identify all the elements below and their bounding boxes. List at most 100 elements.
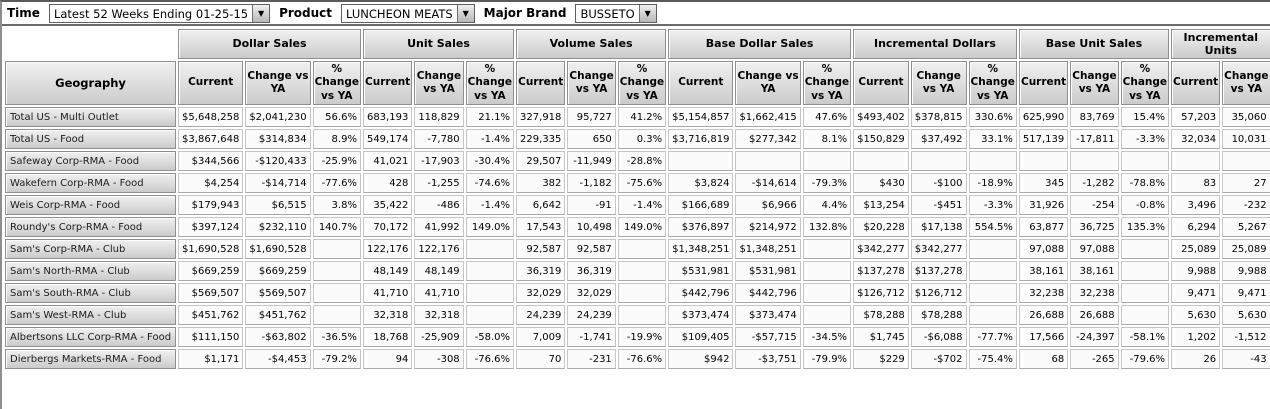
geography-cell[interactable]: Total US - Multi Outlet (5, 107, 177, 127)
data-cell: -79.3% (802, 173, 852, 193)
time-dropdown[interactable]: Latest 52 Weeks Ending 01-25-15 ▼ (48, 3, 271, 23)
data-cell: $37,492 (910, 129, 967, 149)
data-cell: 8.9% (312, 129, 361, 149)
data-cell: $451,762 (245, 305, 311, 325)
data-cell: 35,422 (362, 195, 413, 215)
data-cell: 382 (516, 173, 566, 193)
data-cell: $378,815 (910, 107, 967, 127)
data-cell: 24,239 (567, 305, 616, 325)
data-cell: -18.9% (968, 173, 1017, 193)
data-cell: $569,507 (245, 283, 311, 303)
data-cell: $111,150 (178, 327, 244, 347)
data-cell: $669,259 (178, 261, 244, 281)
column-subheader: Change vs YA (1070, 61, 1119, 105)
geography-cell[interactable]: Weis Corp-RMA - Food (5, 195, 177, 215)
data-cell: 9,471 (1171, 283, 1221, 303)
data-cell: 48,149 (414, 261, 464, 281)
data-cell: 32,238 (1070, 283, 1119, 303)
data-cell: -25,909 (414, 327, 464, 347)
data-cell (312, 239, 361, 259)
data-cell: -$63,802 (245, 327, 311, 347)
brand-dropdown-value: BUSSETO (580, 6, 635, 21)
data-cell: 9,988 (1222, 261, 1270, 281)
data-cell: 5,630 (1222, 305, 1270, 325)
data-cell: -254 (1070, 195, 1119, 215)
data-cell: $451,762 (178, 305, 244, 325)
data-cell: 47.6% (802, 107, 852, 127)
data-cell: $2,041,230 (245, 107, 311, 127)
data-cell: 70 (516, 349, 566, 369)
data-cell: 31,926 (1018, 195, 1069, 215)
data-cell: $344,566 (178, 151, 244, 171)
geography-cell[interactable]: Sam's West-RMA - Club (5, 305, 177, 325)
data-cell: $3,867,648 (178, 129, 244, 149)
data-cell: -24,397 (1070, 327, 1119, 347)
data-cell: 24,239 (516, 305, 566, 325)
geography-cell[interactable]: Roundy's Corp-RMA - Food (5, 217, 177, 237)
data-cell: $17,138 (910, 217, 967, 237)
geography-cell[interactable]: Total US - Food (5, 129, 177, 149)
data-cell: 26,688 (1070, 305, 1119, 325)
geography-cell[interactable]: Sam's Corp-RMA - Club (5, 239, 177, 259)
data-cell: -11,949 (567, 151, 616, 171)
table-row: Safeway Corp-RMA - Food $344,566 -$120,433… (5, 151, 1270, 171)
data-cell: 33.1% (968, 129, 1017, 149)
data-cell: $442,796 (668, 283, 734, 303)
data-cell: -77.6% (312, 173, 361, 193)
data-cell: $4,254 (178, 173, 244, 193)
column-group-header: Base Dollar Sales (668, 29, 852, 59)
chevron-down-icon[interactable]: ▼ (638, 4, 656, 22)
data-cell: 122,176 (414, 239, 464, 259)
table-row: Sam's North-RMA - Club $669,259 $669,259 48… (5, 261, 1270, 281)
data-cell: $179,943 (178, 195, 244, 215)
geography-cell[interactable]: Sam's North-RMA - Club (5, 261, 177, 281)
data-cell: -$14,714 (245, 173, 311, 193)
table-row: Wakefern Corp-RMA - Food $4,254 -$14,714 -7… (5, 173, 1270, 193)
data-cell (1120, 261, 1170, 281)
data-cell (465, 305, 515, 325)
geography-cell[interactable]: Wakefern Corp-RMA - Food (5, 173, 177, 193)
data-cell: -486 (414, 195, 464, 215)
column-subheader: % Change vs YA (617, 61, 667, 105)
data-cell: $126,712 (910, 283, 967, 303)
data-cell: 83,769 (1070, 107, 1119, 127)
data-cell: 29,507 (516, 151, 566, 171)
data-cell: 4.4% (802, 195, 852, 215)
data-cell (968, 261, 1017, 281)
data-cell: -$14,614 (735, 173, 801, 193)
data-cell: -$451 (910, 195, 967, 215)
data-cell: $150,829 (853, 129, 909, 149)
data-cell: 15.4% (1120, 107, 1170, 127)
data-cell: -30.4% (465, 151, 515, 171)
chevron-down-icon[interactable]: ▼ (456, 4, 474, 22)
geography-cell[interactable]: Sam's South-RMA - Club (5, 283, 177, 303)
geography-cell[interactable]: Dierbergs Markets-RMA - Food (5, 349, 177, 369)
data-cell: -76.6% (617, 349, 667, 369)
data-cell: $342,277 (910, 239, 967, 259)
product-dropdown[interactable]: LUNCHEON MEATS ▼ (341, 3, 475, 23)
brand-dropdown[interactable]: BUSSETO ▼ (575, 3, 657, 23)
data-cell (668, 151, 734, 171)
data-cell: $314,834 (245, 129, 311, 149)
data-cell: -$120,433 (245, 151, 311, 171)
geography-cell[interactable]: Albertsons LLC Corp-RMA - Food (5, 327, 177, 347)
data-cell: -17,811 (1070, 129, 1119, 149)
data-cell: -28.8% (617, 151, 667, 171)
data-cell (1120, 283, 1170, 303)
data-cell: -$100 (910, 173, 967, 193)
data-cell (1171, 151, 1221, 171)
column-subheader: Change vs YA (245, 61, 311, 105)
data-cell: 330.6% (968, 107, 1017, 127)
data-cell: 41.2% (617, 107, 667, 127)
data-cell: -308 (414, 349, 464, 369)
data-cell (312, 261, 361, 281)
data-cell: 25,089 (1222, 239, 1270, 259)
data-cell: -76.6% (465, 349, 515, 369)
brand-filter-label: Major Brand (483, 6, 567, 20)
chevron-down-icon[interactable]: ▼ (252, 4, 270, 22)
data-cell: -43 (1222, 349, 1270, 369)
data-cell: -91 (567, 195, 616, 215)
geography-cell[interactable]: Safeway Corp-RMA - Food (5, 151, 177, 171)
data-cell: -3.3% (1120, 129, 1170, 149)
